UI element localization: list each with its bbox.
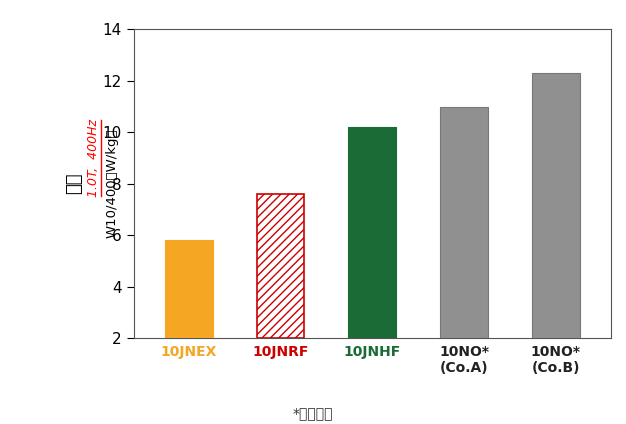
- Text: W10/400（W/kg）: W10/400（W/kg）: [105, 129, 118, 238]
- Text: 鐵损: 鐵损: [65, 173, 83, 195]
- Text: *公布数据: *公布数据: [293, 406, 333, 420]
- Bar: [349, 127, 396, 338]
- Bar: [257, 194, 304, 338]
- Bar: [532, 73, 580, 338]
- Bar: [440, 106, 488, 338]
- Text: 1.0T,  400Hz: 1.0T, 400Hz: [86, 119, 100, 197]
- Bar: [165, 240, 213, 338]
